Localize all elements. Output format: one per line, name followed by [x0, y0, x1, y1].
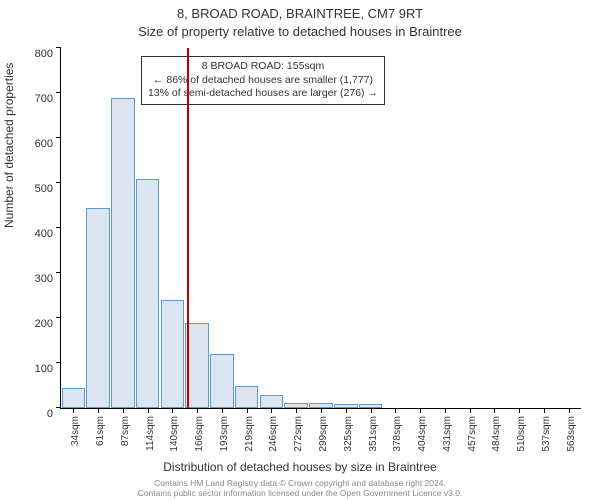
- y-tick-label: 500: [23, 183, 53, 195]
- x-tick-mark: [197, 408, 198, 413]
- chart-container: 8, BROAD ROAD, BRAINTREE, CM7 9RT Size o…: [0, 0, 600, 500]
- x-tick-label: 537sqm: [541, 416, 552, 452]
- x-tick-label: 484sqm: [491, 416, 502, 452]
- histogram-bar: [185, 323, 209, 409]
- y-tick-label: 100: [23, 363, 53, 375]
- footer-attribution: Contains HM Land Registry data © Crown c…: [0, 478, 600, 498]
- x-tick-label: 272sqm: [293, 416, 304, 452]
- y-tick-mark: [56, 47, 61, 48]
- annotation-line-3: 13% of semi-detached houses are larger (…: [148, 87, 378, 101]
- x-tick-mark: [420, 408, 421, 413]
- x-tick-mark: [519, 408, 520, 413]
- x-tick-label: 325sqm: [343, 416, 354, 452]
- y-tick-label: 200: [23, 318, 53, 330]
- x-tick-mark: [395, 408, 396, 413]
- annotation-box: 8 BROAD ROAD: 155sqm ← 86% of detached h…: [141, 56, 385, 105]
- y-tick-mark: [56, 92, 61, 93]
- x-tick-label: 219sqm: [244, 416, 255, 452]
- x-tick-label: 510sqm: [516, 416, 527, 452]
- x-tick-label: 431sqm: [442, 416, 453, 452]
- x-tick-mark: [346, 408, 347, 413]
- x-tick-label: 61sqm: [95, 416, 106, 446]
- histogram-bar: [86, 208, 110, 408]
- histogram-bar: [161, 300, 185, 408]
- x-tick-mark: [148, 408, 149, 413]
- x-tick-label: 378sqm: [392, 416, 403, 452]
- y-tick-label: 300: [23, 273, 53, 285]
- x-tick-mark: [470, 408, 471, 413]
- x-tick-mark: [247, 408, 248, 413]
- annotation-line-2: ← 86% of detached houses are smaller (1,…: [148, 74, 378, 88]
- y-tick-mark: [56, 272, 61, 273]
- histogram-bar: [210, 354, 234, 408]
- y-tick-label: 600: [23, 138, 53, 150]
- page-title: 8, BROAD ROAD, BRAINTREE, CM7 9RT: [0, 6, 600, 21]
- histogram-bar: [111, 98, 135, 409]
- x-tick-mark: [73, 408, 74, 413]
- x-tick-label: 457sqm: [467, 416, 478, 452]
- x-tick-label: 563sqm: [566, 416, 577, 452]
- x-tick-mark: [271, 408, 272, 413]
- y-tick-mark: [56, 182, 61, 183]
- x-tick-label: 166sqm: [194, 416, 205, 452]
- footer-line-2: Contains public sector information licen…: [0, 488, 600, 498]
- footer-line-1: Contains HM Land Registry data © Crown c…: [0, 478, 600, 488]
- x-tick-label: 404sqm: [417, 416, 428, 452]
- x-tick-mark: [371, 408, 372, 413]
- y-tick-label: 400: [23, 228, 53, 240]
- x-tick-mark: [222, 408, 223, 413]
- x-tick-mark: [494, 408, 495, 413]
- x-tick-label: 34sqm: [70, 416, 81, 446]
- x-tick-label: 351sqm: [368, 416, 379, 452]
- x-tick-label: 140sqm: [169, 416, 180, 452]
- x-tick-label: 246sqm: [268, 416, 279, 452]
- x-tick-label: 114sqm: [145, 416, 156, 451]
- histogram-bar: [260, 395, 284, 409]
- y-tick-mark: [56, 227, 61, 228]
- y-tick-mark: [56, 362, 61, 363]
- histogram-bar: [235, 386, 259, 409]
- y-tick-label: 800: [23, 48, 53, 60]
- x-tick-label: 87sqm: [120, 416, 131, 446]
- y-tick-label: 700: [23, 93, 53, 105]
- y-tick-label: 0: [23, 408, 53, 420]
- x-tick-mark: [172, 408, 173, 413]
- x-tick-label: 299sqm: [318, 416, 329, 452]
- annotation-line-1: 8 BROAD ROAD: 155sqm: [148, 60, 378, 74]
- y-tick-mark: [56, 407, 61, 408]
- x-tick-mark: [569, 408, 570, 413]
- plot-area: 8 BROAD ROAD: 155sqm ← 86% of detached h…: [60, 48, 581, 409]
- x-tick-mark: [296, 408, 297, 413]
- x-axis-label: Distribution of detached houses by size …: [0, 460, 600, 474]
- x-tick-mark: [445, 408, 446, 413]
- x-tick-mark: [98, 408, 99, 413]
- y-tick-mark: [56, 137, 61, 138]
- y-axis-label: Number of detached properties: [2, 63, 16, 228]
- histogram-bar: [136, 179, 160, 409]
- y-tick-mark: [56, 317, 61, 318]
- histogram-bar: [62, 388, 86, 408]
- x-tick-mark: [544, 408, 545, 413]
- x-tick-label: 193sqm: [219, 416, 230, 452]
- x-tick-mark: [321, 408, 322, 413]
- x-tick-mark: [123, 408, 124, 413]
- page-subtitle: Size of property relative to detached ho…: [0, 24, 600, 39]
- reference-line: [187, 48, 189, 408]
